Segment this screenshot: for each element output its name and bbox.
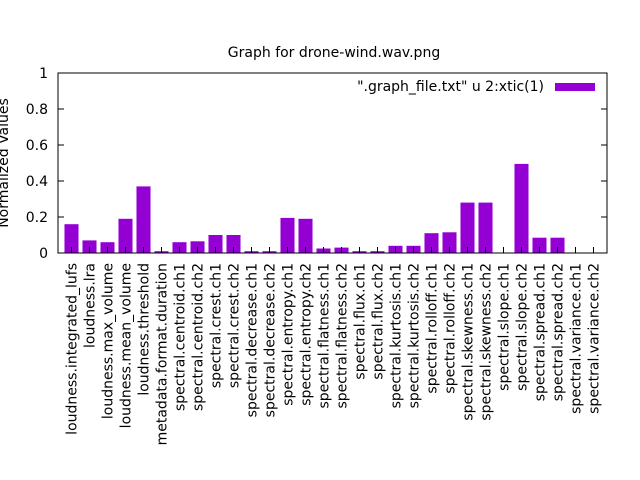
x-tick-label: spectral.entropy.ch2 xyxy=(299,263,315,406)
bar xyxy=(280,217,295,253)
x-tick-label: spectral.crest.ch1 xyxy=(209,263,225,388)
legend: ".graph_file.txt" u 2:xtic(1) xyxy=(357,79,595,95)
y-tick-label: 1 xyxy=(39,66,48,82)
y-tick-label: 0.8 xyxy=(26,102,48,118)
x-tick-label: spectral.slope.ch1 xyxy=(497,263,513,391)
x-tick-label: loudness.mean_volume xyxy=(119,263,135,428)
bar xyxy=(136,186,151,253)
bar xyxy=(424,233,439,253)
x-tick-label: spectral.spread.ch1 xyxy=(533,263,549,401)
x-tick-label: spectral.skewness.ch2 xyxy=(479,263,495,421)
x-tick-label: spectral.entropy.ch1 xyxy=(281,263,297,406)
x-tick-label: spectral.crest.ch2 xyxy=(227,263,243,388)
y-tick-label: 0 xyxy=(39,246,48,262)
plot-frame xyxy=(57,72,608,254)
x-tick-label: spectral.centroid.ch2 xyxy=(191,263,207,411)
x-tick-label: spectral.skewness.ch1 xyxy=(461,263,477,421)
x-tick-label: spectral.flux.ch1 xyxy=(353,263,369,380)
x-tick-label: spectral.variance.ch1 xyxy=(569,263,585,414)
bar xyxy=(64,224,79,253)
y-tick-label: 0.4 xyxy=(26,174,48,190)
x-tick-label: spectral.rolloff.ch2 xyxy=(443,263,459,394)
legend-label: ".graph_file.txt" u 2:xtic(1) xyxy=(357,79,544,95)
x-tick-label: loudness.max_volume xyxy=(101,263,117,419)
x-tick-label: loudness.integrated_lufs xyxy=(65,263,81,435)
y-tick-label: 0.2 xyxy=(26,210,48,226)
x-tick-label: spectral.kurtosis.ch1 xyxy=(389,263,405,408)
legend-swatch xyxy=(555,83,595,91)
bar xyxy=(478,202,493,253)
x-tick-label: spectral.variance.ch2 xyxy=(587,263,603,414)
x-tick-label: spectral.slope.ch2 xyxy=(515,263,531,391)
y-tick-label: 0.6 xyxy=(26,138,48,154)
bar xyxy=(442,232,457,253)
bar xyxy=(550,237,565,253)
y-axis-label: Normalized Values xyxy=(0,98,12,228)
bar xyxy=(460,202,475,253)
bars-group xyxy=(64,163,565,253)
x-tick-label: spectral.centroid.ch1 xyxy=(173,263,189,411)
x-tick-label: spectral.decrease.ch2 xyxy=(263,263,279,417)
bar xyxy=(82,240,97,253)
bar xyxy=(298,218,313,253)
x-tick-label: spectral.flatness.ch2 xyxy=(335,263,351,409)
x-tick-label: spectral.rolloff.ch1 xyxy=(425,263,441,394)
x-tick-label: spectral.kurtosis.ch2 xyxy=(407,263,423,408)
bar xyxy=(208,235,223,253)
x-tick-label: loudness.lra xyxy=(83,263,99,348)
chart-title: Graph for drone-wind.wav.png xyxy=(228,45,440,61)
x-tick-label: spectral.flatness.ch1 xyxy=(317,263,333,409)
bar xyxy=(226,235,241,253)
x-ticks-group: loudness.integrated_lufs loudness.lra loud… xyxy=(65,247,603,445)
x-tick-label: spectral.decrease.ch1 xyxy=(245,263,261,417)
x-tick-label: loudness.threshold xyxy=(137,263,153,396)
y-ticks-group: 0 0.2 0.4 0.6 0.8 1 xyxy=(26,66,607,262)
x-tick-label: metadata.format.duration xyxy=(155,263,171,445)
bar xyxy=(118,218,133,253)
x-tick-label: spectral.spread.ch2 xyxy=(551,263,567,401)
x-tick-label: spectral.flux.ch2 xyxy=(371,263,387,380)
bar xyxy=(514,163,529,253)
bar xyxy=(532,237,547,253)
